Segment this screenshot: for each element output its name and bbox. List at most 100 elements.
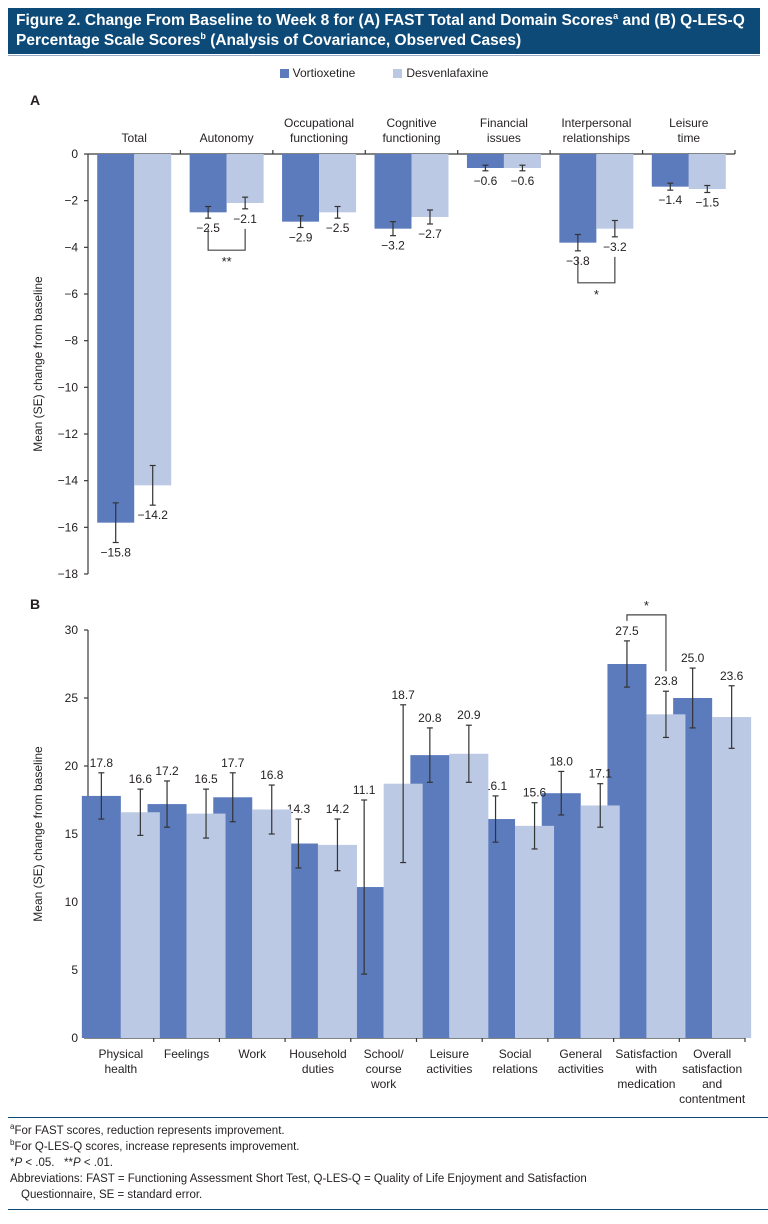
- panel-b-data-label: 25.0: [681, 651, 705, 665]
- panel-b-significance-bracket: [626, 614, 667, 672]
- panel-a-bar-vortioxetine: [374, 154, 412, 229]
- panel-b-data-label: 20.8: [418, 711, 442, 725]
- panel-a-significance-marker: **: [222, 254, 232, 269]
- panel-label-b: B: [30, 596, 41, 612]
- panel-b-category-label: General: [559, 1047, 602, 1061]
- panel-a-data-label: −0.6: [474, 174, 498, 188]
- panel-b-bar-desvenlafaxine: [317, 844, 357, 1038]
- legend-label: Desvenlafaxine: [406, 66, 489, 80]
- panel-b-data-label: 14.2: [326, 802, 350, 816]
- panel-a-y-tick-label: −12: [58, 427, 79, 441]
- panel-a-y-tick-label: −16: [58, 520, 79, 534]
- panel-b-data-label: 17.8: [90, 756, 114, 770]
- panel-a-category-label: functioning: [382, 131, 440, 145]
- panel-a-bar-desvenlafaxine: [226, 154, 264, 203]
- panel-a-category-label: Financial: [480, 116, 528, 130]
- figure-title-line-1: Figure 2. Change From Baseline to Week 8…: [16, 11, 745, 30]
- panel-a-significance-bracket: [207, 228, 246, 251]
- panel-b-category-label: School/: [364, 1047, 405, 1061]
- panel-a-significance-bracket: [577, 256, 616, 284]
- panel-b-y-tick-label: 20: [65, 759, 79, 773]
- panel-b-y-tick-label: 25: [65, 691, 79, 705]
- legend-item-vortioxetine: Vortioxetine: [279, 66, 356, 80]
- panel-b-significance-marker: *: [644, 598, 649, 613]
- panel-b-category-label: Household: [289, 1047, 346, 1061]
- panel-b-data-label: 14.3: [287, 802, 311, 816]
- panel-b-category-label: Feelings: [164, 1047, 209, 1061]
- panel-b-data-label: 27.5: [615, 624, 639, 638]
- panel-b-category-label: Leisure: [430, 1047, 470, 1061]
- panel-a-data-label: −1.5: [695, 196, 719, 210]
- panel-a-category-label: Interpersonal: [561, 116, 631, 130]
- panel-label-a: A: [30, 92, 41, 108]
- legend-swatch-desvenlafaxine: [393, 68, 403, 78]
- panel-b-bar-desvenlafaxine: [120, 812, 160, 1038]
- panel-b-category-label: activities: [426, 1062, 472, 1076]
- panel-a-data-label: −2.5: [196, 221, 220, 235]
- figure-title: Figure 2. Change From Baseline to Week 8…: [8, 8, 760, 54]
- legend-swatch-vortioxetine: [279, 68, 289, 78]
- panel-a-data-label: −2.7: [418, 227, 442, 241]
- footnote-significance: *P < .05. **P < .01.: [10, 1157, 113, 1169]
- panel-b-data-label: 17.2: [155, 764, 179, 778]
- panel-a-data-label: −1.4: [658, 193, 682, 207]
- panel-b-category-label: Overall: [693, 1047, 731, 1061]
- footnote-abbreviations-cont: Questionnaire, SE = standard error.: [21, 1189, 203, 1201]
- panel-b-category-label: and: [702, 1077, 722, 1091]
- panel-b-bar-desvenlafaxine: [252, 809, 292, 1038]
- panel-b-bar-desvenlafaxine: [449, 753, 489, 1038]
- panel-b-data-label: 16.6: [129, 772, 153, 786]
- panel-a-category-label: time: [677, 131, 700, 145]
- panel-a-significance-marker: *: [594, 287, 599, 302]
- panel-b-data-label: 11.1: [353, 783, 376, 797]
- panel-b-data-label: 18.0: [550, 754, 574, 768]
- panel-a-y-axis-label: Mean (SE) change from baseline: [31, 276, 45, 452]
- panel-a-category-label: Total: [122, 131, 147, 145]
- footnote-abbreviations: Abbreviations: FAST = Functioning Assess…: [10, 1173, 587, 1185]
- footnotes: aFor FAST scores, reduction represents i…: [10, 1123, 750, 1203]
- panel-a-category-label: Leisure: [669, 116, 709, 130]
- panel-b-y-tick-label: 5: [71, 963, 78, 977]
- panel-b-bar-desvenlafaxine: [712, 717, 752, 1038]
- panel-a-data-label: −14.2: [138, 508, 169, 522]
- panel-b-category-label: Social: [499, 1047, 532, 1061]
- panel-b-y-tick-label: 30: [65, 623, 79, 637]
- panel-a-y-tick-label: −6: [64, 287, 78, 301]
- panel-a-data-label: −3.2: [603, 240, 627, 254]
- panel-a-data-label: −2.9: [289, 231, 313, 245]
- panel-a-bar-vortioxetine: [651, 154, 689, 187]
- panel-b-bar-desvenlafaxine: [646, 714, 686, 1038]
- panel-a-bar-desvenlafaxine: [688, 154, 726, 189]
- panel-b-category-label: Physical: [99, 1047, 144, 1061]
- panel-b-category-label: health: [104, 1062, 137, 1076]
- footnote-a: aFor FAST scores, reduction represents i…: [10, 1122, 285, 1138]
- panel-a-data-label: −3.2: [381, 239, 405, 253]
- panel-b-bar-desvenlafaxine: [515, 825, 555, 1038]
- panel-a-bar-desvenlafaxine: [596, 154, 634, 229]
- panel-b-data-label: 16.5: [194, 772, 218, 786]
- panel-b-bar-desvenlafaxine: [580, 805, 620, 1038]
- panel-a-bar-vortioxetine: [559, 154, 597, 243]
- panel-a-bar-vortioxetine: [97, 154, 135, 523]
- panel-b-data-label: 23.6: [720, 669, 744, 683]
- panel-b-data-label: 15.6: [523, 786, 547, 800]
- panel-b-category-label: activities: [558, 1062, 604, 1076]
- panel-a-category-label: Cognitive: [386, 116, 436, 130]
- panel-b-category-label: relations: [492, 1062, 537, 1076]
- panel-a-y-tick-label: 0: [71, 147, 78, 161]
- panel-b-category-label: work: [370, 1077, 397, 1091]
- panel-b-bar-vortioxetine: [81, 795, 121, 1038]
- panel-a-bar-vortioxetine: [282, 154, 320, 222]
- panel-a-data-label: −2.5: [326, 221, 350, 235]
- legend-item-desvenlafaxine: Desvenlafaxine: [393, 66, 488, 80]
- chart-legend: Vortioxetine Desvenlafaxine: [0, 66, 768, 80]
- panel-b-y-tick-label: 10: [65, 895, 79, 909]
- panel-b-data-label: 16.1: [484, 779, 508, 793]
- legend-label: Vortioxetine: [292, 66, 356, 80]
- panel-b-category-label: satisfaction: [682, 1062, 742, 1076]
- panel-a-y-tick-label: −8: [64, 334, 78, 348]
- panel-b-data-label: 17.7: [221, 756, 245, 770]
- panel-a-y-tick-label: −18: [58, 567, 79, 581]
- panel-a-category-label: issues: [487, 131, 521, 145]
